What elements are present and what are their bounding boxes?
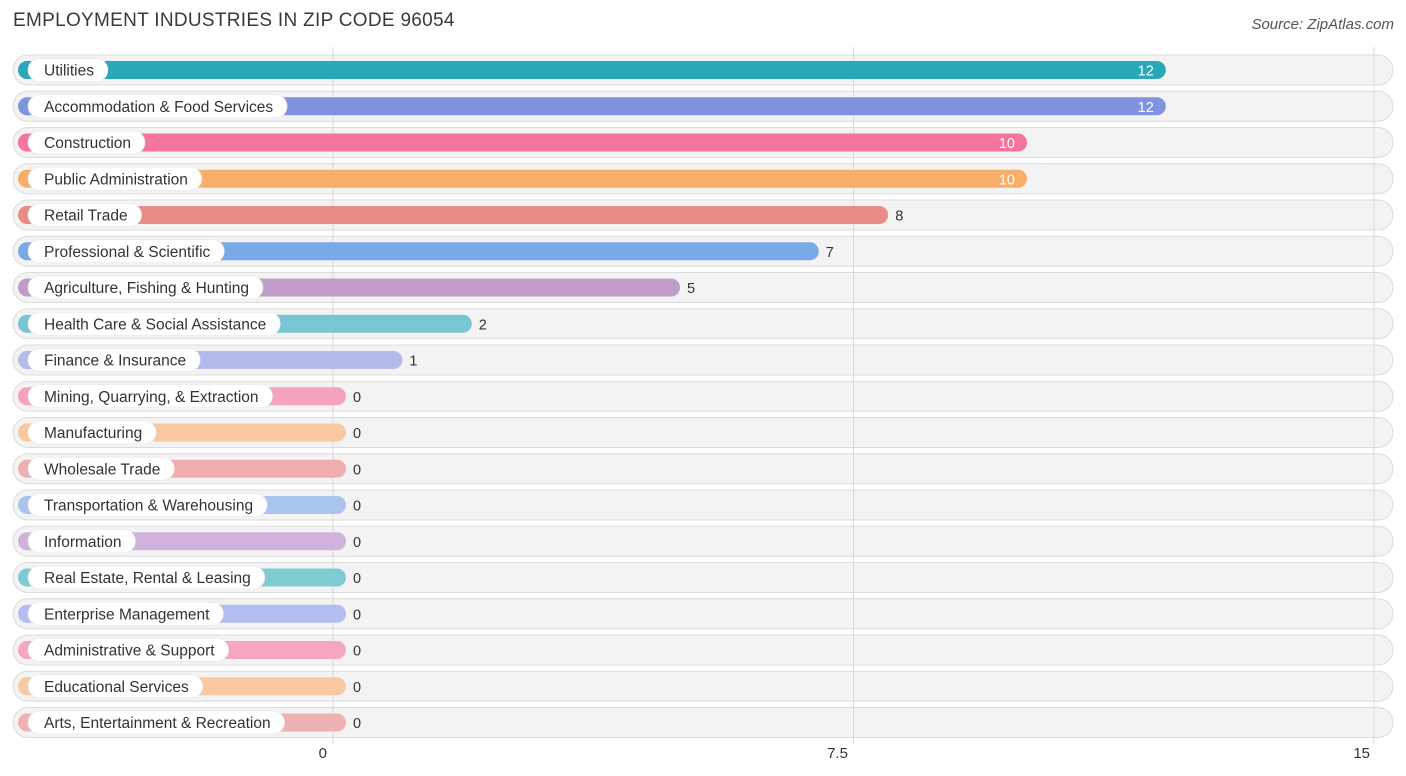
value-label: 0 xyxy=(353,607,361,623)
category-label: Finance & Insurance xyxy=(44,353,186,370)
category-label-pill xyxy=(27,601,224,626)
category-label-pill xyxy=(27,275,264,300)
bar xyxy=(18,61,1166,79)
category-label: Accommodation & Food Services xyxy=(44,99,273,116)
x-tick-label: 15 xyxy=(1353,745,1370,762)
category-label: Real Estate, Rental & Leasing xyxy=(44,570,251,587)
x-tick-label: 0 xyxy=(319,745,327,762)
category-label-pill xyxy=(27,203,142,227)
category-label-pill xyxy=(27,456,175,481)
category-label: Professional & Scientific xyxy=(44,244,211,261)
value-label: 5 xyxy=(687,281,695,297)
category-label-pill xyxy=(27,529,136,554)
category-label-pill xyxy=(27,348,201,372)
value-label: 0 xyxy=(353,535,361,551)
category-label: Administrative & Support xyxy=(44,643,215,660)
category-label-pill xyxy=(27,94,288,119)
bar xyxy=(18,169,1027,188)
chart-title: EMPLOYMENT INDUSTRIES IN ZIP CODE 96054 xyxy=(13,10,455,31)
value-label: 0 xyxy=(353,680,361,696)
category-label-pill xyxy=(27,638,229,662)
row-track xyxy=(12,634,1394,666)
category-label-pill xyxy=(27,493,268,517)
category-label-pill xyxy=(27,420,157,445)
value-label: 0 xyxy=(353,644,361,660)
category-label: Health Care & Social Assistance xyxy=(44,316,266,333)
value-label: 1 xyxy=(409,354,417,370)
category-label: Mining, Quarrying, & Extraction xyxy=(44,389,259,406)
value-label: 12 xyxy=(1138,100,1154,116)
category-label-pill xyxy=(27,130,146,155)
value-label: 7 xyxy=(826,245,834,261)
category-label-pill xyxy=(27,166,203,191)
category-label: Public Administration xyxy=(44,171,188,188)
category-label: Manufacturing xyxy=(44,425,142,442)
value-label: 0 xyxy=(353,462,361,478)
category-label: Wholesale Trade xyxy=(44,461,160,478)
row-track xyxy=(12,670,1394,702)
row-track xyxy=(12,453,1394,485)
category-label: Retail Trade xyxy=(44,208,128,225)
value-label: 8 xyxy=(895,209,903,225)
value-label: 0 xyxy=(353,571,361,587)
category-label: Information xyxy=(44,534,122,551)
category-label: Transportation & Warehousing xyxy=(44,498,253,515)
category-label: Construction xyxy=(44,135,131,152)
row-track xyxy=(12,380,1394,412)
bar xyxy=(18,97,1166,116)
value-label: 10 xyxy=(999,136,1015,152)
category-label: Utilities xyxy=(44,63,94,80)
category-label-pill xyxy=(27,674,204,699)
value-label: 12 xyxy=(1138,64,1154,80)
value-label: 0 xyxy=(353,499,361,515)
category-label-pill xyxy=(27,58,109,82)
category-label: Educational Services xyxy=(44,679,189,696)
row-track xyxy=(12,707,1394,738)
value-label: 0 xyxy=(353,426,361,442)
bar xyxy=(18,133,1027,152)
source-note: Source: ZipAtlas.com xyxy=(1251,16,1394,33)
category-label-pill xyxy=(27,565,266,590)
category-label: Agriculture, Fishing & Hunting xyxy=(44,280,249,297)
value-label: 0 xyxy=(353,716,361,732)
bar xyxy=(18,206,889,224)
row-track xyxy=(12,417,1394,448)
row-track xyxy=(12,525,1394,557)
value-label: 0 xyxy=(353,390,361,406)
x-tick-label: 7.5 xyxy=(827,745,848,762)
category-label-pill xyxy=(27,384,273,409)
category-label-pill xyxy=(27,710,285,735)
category-label-pill xyxy=(27,239,225,264)
category-label-pill xyxy=(27,311,281,336)
value-label: 2 xyxy=(479,317,487,333)
value-label: 10 xyxy=(999,172,1015,188)
row-track xyxy=(12,489,1394,521)
row-track xyxy=(12,562,1394,593)
row-track xyxy=(12,598,1394,630)
category-label: Enterprise Management xyxy=(44,606,210,623)
category-label: Arts, Entertainment & Recreation xyxy=(44,715,271,732)
